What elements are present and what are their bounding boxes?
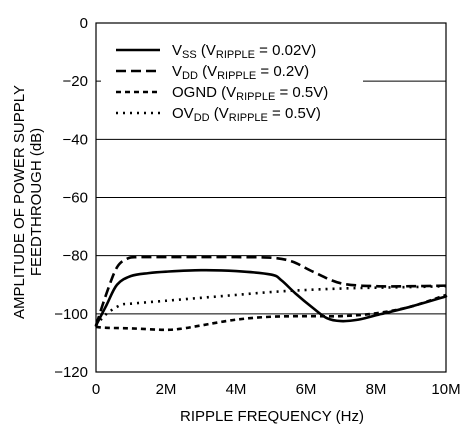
legend-label: OGND (VRIPPLE = 0.5V) (172, 84, 328, 103)
y-tick-label: −80 (63, 248, 88, 265)
x-tick-label: 10M (431, 381, 460, 398)
y-tick-label: −60 (63, 190, 88, 207)
y-axis-title-line-1: AMPLITUDE OF POWER SUPPLY (11, 85, 28, 319)
legend-item-4: OVDD (VRIPPLE = 0.5V) (116, 105, 321, 124)
y-axis-title: AMPLITUDE OF POWER SUPPLY FEEDTHROUGH (d… (11, 85, 45, 319)
legend-label: VSS (VRIPPLE = 0.02V) (172, 42, 316, 61)
y-tick-labels: 0 −20 −40 −60 −80 −100 −120 (54, 15, 88, 381)
x-tick-label: 6M (296, 381, 317, 398)
y-tick-label: −40 (63, 131, 88, 148)
y-axis-title-line-2: FEEDTHROUGH (dB) (28, 128, 45, 276)
plot-series (94, 255, 448, 332)
y-tick-label: 0 (80, 15, 88, 32)
x-tick-label: 8M (366, 381, 387, 398)
legend-item-2: VDD (VRIPPLE = 0.2V) (116, 63, 309, 82)
legend-label: VDD (VRIPPLE = 0.2V) (172, 63, 309, 82)
legend-background (101, 36, 363, 130)
legend: VSS (VRIPPLE = 0.02V) VDD (VRIPPLE = 0.2V… (116, 42, 328, 124)
x-tick-label: 4M (226, 381, 247, 398)
y-tick-label: −20 (63, 73, 88, 90)
series-line-1 (94, 268, 448, 327)
y-tick-label: −120 (54, 364, 88, 381)
x-tick-label: 2M (156, 381, 177, 398)
y-tick-label: −100 (54, 306, 88, 323)
series-line-4 (95, 284, 447, 327)
series-line-2 (94, 255, 447, 326)
plot-frame (95, 22, 447, 373)
x-axis-title: RIPPLE FREQUENCY (Hz) (180, 408, 364, 425)
x-tick-labels: 0 2M 4M 6M 8M 10M (92, 381, 461, 398)
legend-item-3: OGND (VRIPPLE = 0.5V) (116, 84, 328, 103)
legend-label: OVDD (VRIPPLE = 0.5V) (172, 105, 321, 124)
x-tick-label: 0 (92, 381, 100, 398)
legend-item-1: VSS (VRIPPLE = 0.02V) (116, 42, 316, 61)
series-line-3 (95, 293, 447, 332)
